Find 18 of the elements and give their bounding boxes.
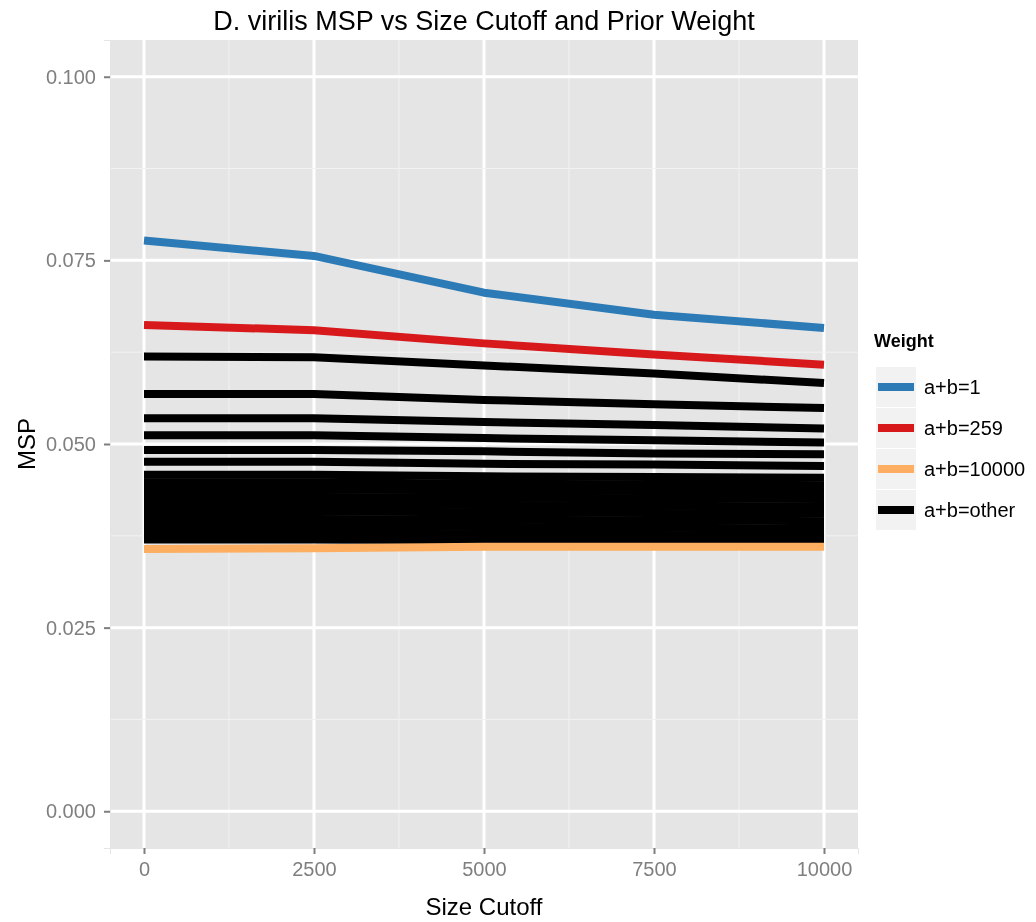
y-axis-title: MSP	[13, 417, 40, 471]
x-tick-label: 2500	[292, 858, 337, 881]
legend-label: a+b=1	[924, 376, 981, 398]
y-tick-label: 0.100	[45, 65, 96, 88]
x-tick-label: 7500	[632, 858, 677, 881]
x-tick-label: 5000	[462, 858, 507, 881]
legend-label: a+b=10000	[924, 458, 1026, 480]
y-tick-label: 0.025	[45, 616, 96, 639]
x-tick-label: 10000	[796, 858, 853, 881]
legend-title: Weight	[874, 331, 934, 351]
x-tick-label: 0	[138, 858, 151, 881]
legend-label: a+b=259	[924, 417, 1003, 439]
y-tick-label: 0.075	[45, 249, 96, 272]
y-tick-label: 0.000	[45, 800, 96, 823]
legend-label: a+b=other	[924, 499, 1016, 521]
x-axis-title: Size Cutoff	[425, 893, 543, 920]
chart-title: D. virilis MSP vs Size Cutoff and Prior Weight	[213, 6, 756, 36]
y-tick-label: 0.050	[45, 432, 96, 455]
